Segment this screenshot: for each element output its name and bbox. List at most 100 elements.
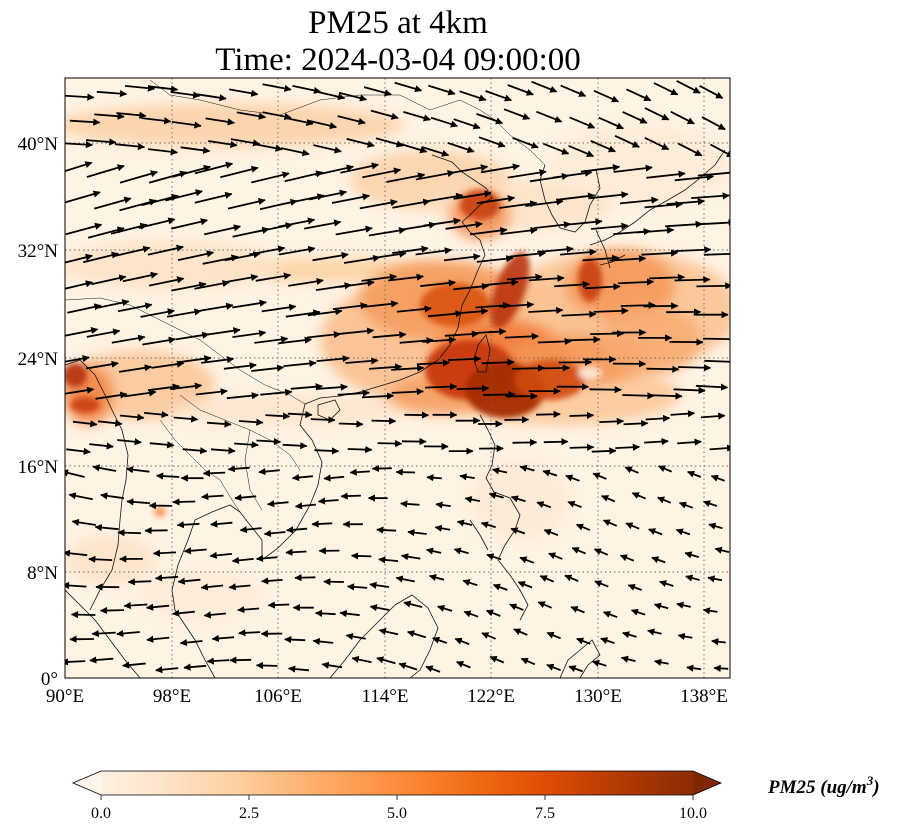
wind-arrow bbox=[122, 661, 146, 669]
wind-arrow bbox=[687, 470, 702, 478]
wind-arrow bbox=[593, 89, 620, 103]
wind-arrow bbox=[372, 331, 407, 339]
wind-arrow bbox=[525, 198, 564, 207]
wind-arrow bbox=[194, 161, 234, 175]
wind-arrow bbox=[65, 161, 93, 173]
wind-arrow bbox=[147, 244, 184, 256]
wind-arrow bbox=[536, 110, 563, 123]
wind-arrow bbox=[229, 656, 252, 664]
wind-arrow bbox=[94, 112, 125, 120]
colorbar-tick-label: 5.0 bbox=[387, 805, 407, 822]
wind-arrow bbox=[95, 391, 128, 400]
wind-arrow bbox=[206, 420, 232, 428]
wind-arrow bbox=[172, 498, 196, 506]
wind-arrow bbox=[183, 547, 207, 555]
wind-arrow bbox=[677, 438, 702, 446]
wind-arrow bbox=[619, 554, 635, 562]
wind-arrow bbox=[65, 354, 90, 363]
wind-arrow bbox=[392, 198, 431, 209]
wind-arrow bbox=[267, 601, 290, 609]
wind-arrow bbox=[339, 610, 360, 618]
wind-arrow bbox=[395, 468, 416, 476]
wind-arrow bbox=[314, 609, 336, 617]
wind-arrow bbox=[701, 116, 726, 131]
wind-arrow bbox=[346, 583, 368, 591]
wind-arrow bbox=[697, 169, 730, 177]
wind-arrow bbox=[337, 389, 370, 397]
wind-arrow bbox=[144, 410, 169, 419]
wind-arrow bbox=[708, 522, 723, 530]
wind-arrow bbox=[695, 383, 729, 391]
wind-arrow bbox=[254, 335, 289, 344]
wind-arrow bbox=[459, 90, 487, 102]
wind-arrow bbox=[315, 164, 354, 176]
wind-arrow bbox=[65, 549, 88, 557]
wind-arrow bbox=[234, 494, 257, 502]
wind-arrow bbox=[335, 225, 373, 236]
wind-arrow bbox=[316, 355, 350, 363]
wind-arrow bbox=[370, 109, 399, 120]
lon-tick-labels: 90°E 98°E 106°E 114°E 122°E 130°E 138°E bbox=[46, 686, 728, 707]
wind-arrow bbox=[620, 301, 656, 309]
wind-arrow bbox=[560, 248, 597, 256]
wind-arrow bbox=[643, 302, 679, 310]
wind-arrow bbox=[580, 164, 621, 173]
wind-arrow bbox=[351, 655, 372, 664]
wind-arrow bbox=[331, 193, 370, 204]
wind-arrow bbox=[590, 191, 629, 200]
wind-arrow bbox=[510, 495, 526, 503]
wind-arrow bbox=[173, 415, 199, 423]
wind-arrow bbox=[114, 142, 146, 151]
wind-arrow bbox=[206, 657, 230, 665]
wind-arrow bbox=[568, 144, 595, 158]
wind-arrow bbox=[453, 282, 490, 291]
wind-arrow bbox=[714, 546, 730, 554]
wind-arrow bbox=[407, 630, 427, 639]
wind-arrow bbox=[476, 113, 504, 125]
wind-arrow bbox=[210, 520, 233, 528]
wind-arrow bbox=[294, 502, 316, 510]
wind-arrow bbox=[124, 84, 156, 92]
wind-arrow bbox=[111, 334, 146, 344]
lat-tick-label: 8°N bbox=[27, 563, 58, 584]
wind-arrow bbox=[378, 628, 399, 636]
wind-arrow bbox=[177, 577, 201, 585]
colorbar-tick-label: 0.0 bbox=[91, 805, 111, 822]
wind-arrow bbox=[294, 574, 316, 582]
wind-arrow bbox=[88, 555, 113, 563]
wind-arrow bbox=[65, 327, 99, 337]
wind-arrow bbox=[590, 139, 616, 153]
wind-arrow bbox=[546, 631, 561, 640]
wind-arrow bbox=[255, 272, 292, 282]
wind-arrow bbox=[533, 221, 572, 229]
wind-arrow bbox=[253, 143, 283, 152]
wind-arrow bbox=[609, 255, 647, 263]
wind-arrow bbox=[206, 327, 241, 336]
wind-arrow bbox=[308, 189, 348, 201]
wind-arrow bbox=[506, 273, 543, 281]
map-panel: 90°E 98°E 106°E 114°E 122°E 130°E 138°E … bbox=[18, 77, 731, 707]
wind-arrow bbox=[229, 88, 259, 97]
wind-arrow bbox=[166, 308, 202, 318]
wind-arrow bbox=[430, 116, 459, 128]
wind-arrow bbox=[209, 551, 232, 559]
wind-arrow bbox=[456, 519, 473, 527]
wind-arrow bbox=[285, 309, 321, 318]
wind-arrow bbox=[659, 580, 674, 588]
wind-arrow bbox=[584, 283, 621, 291]
colorbar-tick-label: 2.5 bbox=[239, 805, 259, 822]
wind-arrow bbox=[684, 551, 700, 559]
wind-arrow bbox=[86, 328, 121, 338]
wind-arrow bbox=[236, 111, 267, 120]
wind-arrow bbox=[369, 363, 403, 371]
wind-arrow bbox=[72, 420, 98, 428]
wind-arrow bbox=[290, 383, 323, 391]
wind-arrow bbox=[537, 245, 574, 253]
lon-tick-label: 130°E bbox=[574, 686, 622, 707]
wind-arrow bbox=[453, 190, 492, 200]
wind-arrow bbox=[177, 250, 215, 261]
wind-arrow bbox=[437, 604, 453, 612]
wind-arrow bbox=[288, 277, 324, 287]
wind-arrow bbox=[509, 250, 547, 258]
